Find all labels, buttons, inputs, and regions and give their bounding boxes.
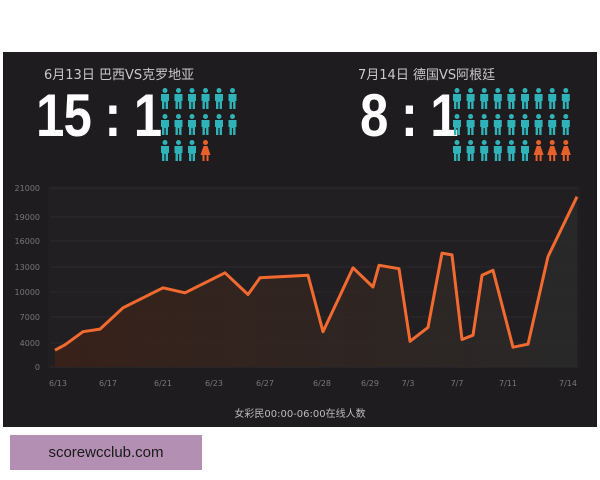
male-person-icon	[188, 114, 196, 135]
male-person-icon	[174, 88, 183, 109]
people-icon-grid-2	[453, 88, 571, 161]
watermark-badge: scorewcclub.com	[10, 435, 202, 470]
x-tick-label: 6/23	[205, 379, 223, 388]
x-tick-label: 6/29	[361, 379, 379, 388]
male-person-icon	[480, 140, 489, 161]
male-person-icon	[507, 88, 516, 109]
y-tick-label: 21000	[15, 184, 40, 193]
female-person-icon	[547, 140, 558, 161]
male-person-icon	[466, 140, 475, 161]
y-tick-label: 4000	[20, 339, 40, 348]
online-users-chart: 0 4000 7000 10000 13000 16000 19000 21000 6/13 6/…	[15, 184, 580, 388]
male-person-icon	[561, 114, 570, 135]
male-person-icon	[521, 88, 529, 109]
male-person-icon	[201, 88, 210, 109]
male-person-icon	[215, 114, 223, 135]
chart-caption: 女彩民00:00-06:00在线人数	[234, 409, 366, 420]
male-person-icon	[521, 114, 529, 135]
male-person-icon	[215, 88, 223, 109]
male-person-icon	[161, 114, 169, 135]
male-person-icon	[548, 88, 557, 109]
male-person-icon	[453, 140, 461, 161]
male-person-icon	[534, 88, 543, 109]
male-person-icon	[453, 114, 461, 135]
male-person-icon	[480, 114, 489, 135]
x-tick-label: 7/3	[402, 379, 415, 388]
male-person-icon	[466, 88, 475, 109]
y-tick-label: 16000	[15, 237, 40, 246]
y-tick-label: 0	[35, 363, 40, 372]
score-1: 15 : 1	[36, 82, 162, 149]
male-person-icon	[493, 140, 502, 161]
y-tick-label: 13000	[15, 263, 40, 272]
people-icon-grid-1	[161, 88, 237, 161]
male-person-icon	[453, 88, 461, 109]
match-title-1: 6月13日 巴西VS克罗地亚	[44, 68, 195, 83]
x-tick-label: 6/27	[256, 379, 274, 388]
male-person-icon	[493, 114, 502, 135]
male-person-icon	[188, 88, 196, 109]
male-person-icon	[161, 88, 169, 109]
male-person-icon	[174, 140, 183, 161]
x-tick-label: 7/14	[559, 379, 577, 388]
male-person-icon	[466, 114, 475, 135]
y-tick-label: 19000	[15, 213, 40, 222]
female-person-icon	[200, 140, 211, 161]
female-person-icon	[533, 140, 544, 161]
male-person-icon	[561, 88, 570, 109]
male-person-icon	[201, 114, 210, 135]
male-person-icon	[188, 140, 196, 161]
score-2: 8 : 1	[360, 82, 459, 149]
x-tick-label: 6/13	[49, 379, 67, 388]
x-tick-label: 6/28	[313, 379, 331, 388]
female-person-icon	[560, 140, 571, 161]
male-person-icon	[161, 140, 169, 161]
male-person-icon	[534, 114, 543, 135]
x-tick-label: 6/21	[154, 379, 172, 388]
male-person-icon	[521, 140, 529, 161]
male-person-icon	[507, 140, 516, 161]
match-title-2: 7月14日 德国VS阿根廷	[358, 68, 496, 83]
male-person-icon	[507, 114, 516, 135]
male-person-icon	[228, 88, 237, 109]
x-tick-label: 7/7	[451, 379, 464, 388]
male-person-icon	[548, 114, 557, 135]
area-fill	[55, 196, 577, 367]
male-person-icon	[174, 114, 183, 135]
x-tick-label: 6/17	[99, 379, 117, 388]
y-tick-label: 7000	[20, 313, 40, 322]
male-person-icon	[228, 114, 237, 135]
y-tick-label: 10000	[15, 288, 40, 297]
male-person-icon	[493, 88, 502, 109]
x-tick-label: 7/11	[499, 379, 517, 388]
male-person-icon	[480, 88, 489, 109]
